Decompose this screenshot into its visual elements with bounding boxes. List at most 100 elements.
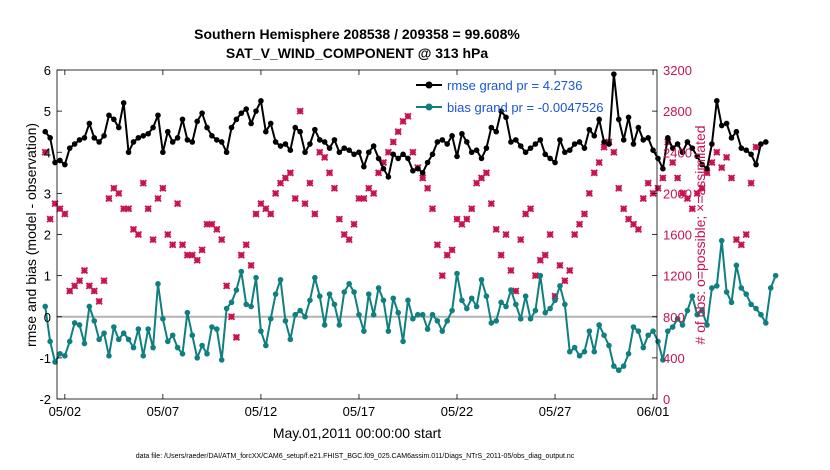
obs-assimilated-point (159, 184, 167, 192)
bias-point (395, 309, 401, 316)
obs-assimilated-point (585, 189, 593, 198)
bias-point (267, 316, 274, 322)
obs-assimilated-point (394, 128, 402, 136)
rmse-point (596, 116, 602, 123)
obs-assimilated-point (75, 277, 84, 285)
rmse-point (189, 139, 196, 145)
obs-assimilated-point (66, 287, 74, 295)
rmse-point (243, 106, 250, 112)
bias-point (194, 355, 200, 361)
rmse-point (326, 145, 333, 151)
bias-point (459, 297, 465, 304)
rmse-point (380, 165, 387, 172)
obs-assimilated-point (737, 241, 745, 249)
left-y-tick-label: 5 (44, 104, 51, 119)
obs-assimilated-point (561, 277, 569, 285)
x-tick-label: 06/01 (637, 404, 670, 419)
left-y-tick-label: 4 (44, 145, 51, 160)
chart-title-line2: SAT_V_WIND_COMPONENT @ 313 hPa (226, 45, 489, 61)
rmse-point (184, 137, 191, 143)
rmse-point (738, 145, 745, 151)
bias-point (375, 285, 382, 291)
bias-point (645, 332, 651, 339)
rmse-point (331, 137, 338, 143)
rmse-point (361, 163, 367, 170)
obs-assimilated-point (595, 158, 603, 167)
bias-point (503, 303, 509, 310)
bias-point (635, 328, 642, 334)
rmse-point (508, 139, 514, 145)
rmse-point (517, 143, 524, 149)
obs-assimilated-point (463, 215, 471, 223)
rmse-point (655, 155, 661, 162)
rmse-point (566, 147, 573, 153)
bias-point (767, 285, 774, 291)
rmse-point (375, 155, 382, 162)
obs-assimilated-point (389, 138, 397, 146)
bias-point (243, 301, 250, 308)
obs-assimilated-point (281, 174, 290, 182)
bias-point (522, 293, 529, 299)
obs-assimilated-point (629, 220, 638, 228)
bias-point (106, 353, 112, 359)
obs-assimilated-point (732, 236, 741, 244)
obs-assimilated-point (409, 148, 417, 156)
bias-point (557, 283, 563, 289)
bias-point (571, 344, 578, 351)
bias-point (576, 353, 583, 359)
bias-point (718, 237, 725, 244)
bias-point (674, 316, 681, 322)
rmse-point (66, 145, 73, 151)
obs-assimilated-point (149, 236, 157, 244)
bias-point (214, 326, 220, 332)
bias-point (71, 320, 78, 326)
obs-assimilated-point (634, 225, 643, 233)
legend: rmse grand pr = 4.2736 bias grand pr = -… (416, 78, 603, 115)
rmse-point (640, 137, 647, 143)
rmse-point (400, 151, 406, 158)
obs-assimilated-point (546, 230, 554, 239)
obs-assimilated-point (487, 200, 495, 208)
bias-point (150, 344, 156, 351)
obs-assimilated-point (154, 194, 162, 203)
rmse-point (169, 139, 176, 145)
rmse-point (684, 139, 691, 145)
x-axis-label: May.01,2011 00:00:00 start (273, 425, 441, 441)
bias-point (135, 326, 142, 332)
bias-point (434, 318, 441, 324)
bias-point (331, 301, 338, 308)
x-tick-label: 05/07 (147, 404, 180, 419)
bias-point (292, 311, 299, 318)
obs-assimilated-point (428, 205, 437, 213)
bias-point (302, 313, 308, 320)
rmse-point (586, 126, 593, 133)
rmse-point (723, 120, 730, 127)
bias-point (405, 297, 411, 304)
obs-assimilated-point (311, 210, 319, 218)
x-axis-ticks: 05/02 05/07 05/12 05/17 05/22 05/27 06/01 (49, 70, 670, 419)
obs-assimilated-point (370, 189, 378, 198)
rmse-point (699, 161, 705, 168)
obs-assimilated-point (183, 251, 192, 259)
obs-assimilated-point (683, 194, 692, 203)
obs-assimilated-point (659, 174, 667, 182)
bias-point (209, 324, 215, 330)
bias-point (66, 338, 73, 345)
obs-assimilated-point (438, 271, 446, 280)
bias-point (620, 363, 627, 369)
rmse-point (454, 153, 460, 160)
bias-point (223, 305, 230, 312)
obs-assimilated-point (218, 236, 226, 244)
rmse-point (557, 137, 563, 143)
obs-assimilated-point (502, 230, 510, 239)
obs-assimilated-point (124, 205, 133, 213)
rmse-point (395, 155, 401, 162)
legend-bias-label: bias grand pr = -0.0047526 (447, 100, 603, 115)
bias-point (336, 322, 343, 328)
bias-point (464, 305, 470, 312)
bias-point (130, 344, 137, 351)
obs-assimilated-point (590, 169, 598, 177)
rmse-point (115, 124, 122, 131)
obs-assimilated-point (41, 148, 49, 156)
obs-assimilated-point (526, 205, 535, 213)
